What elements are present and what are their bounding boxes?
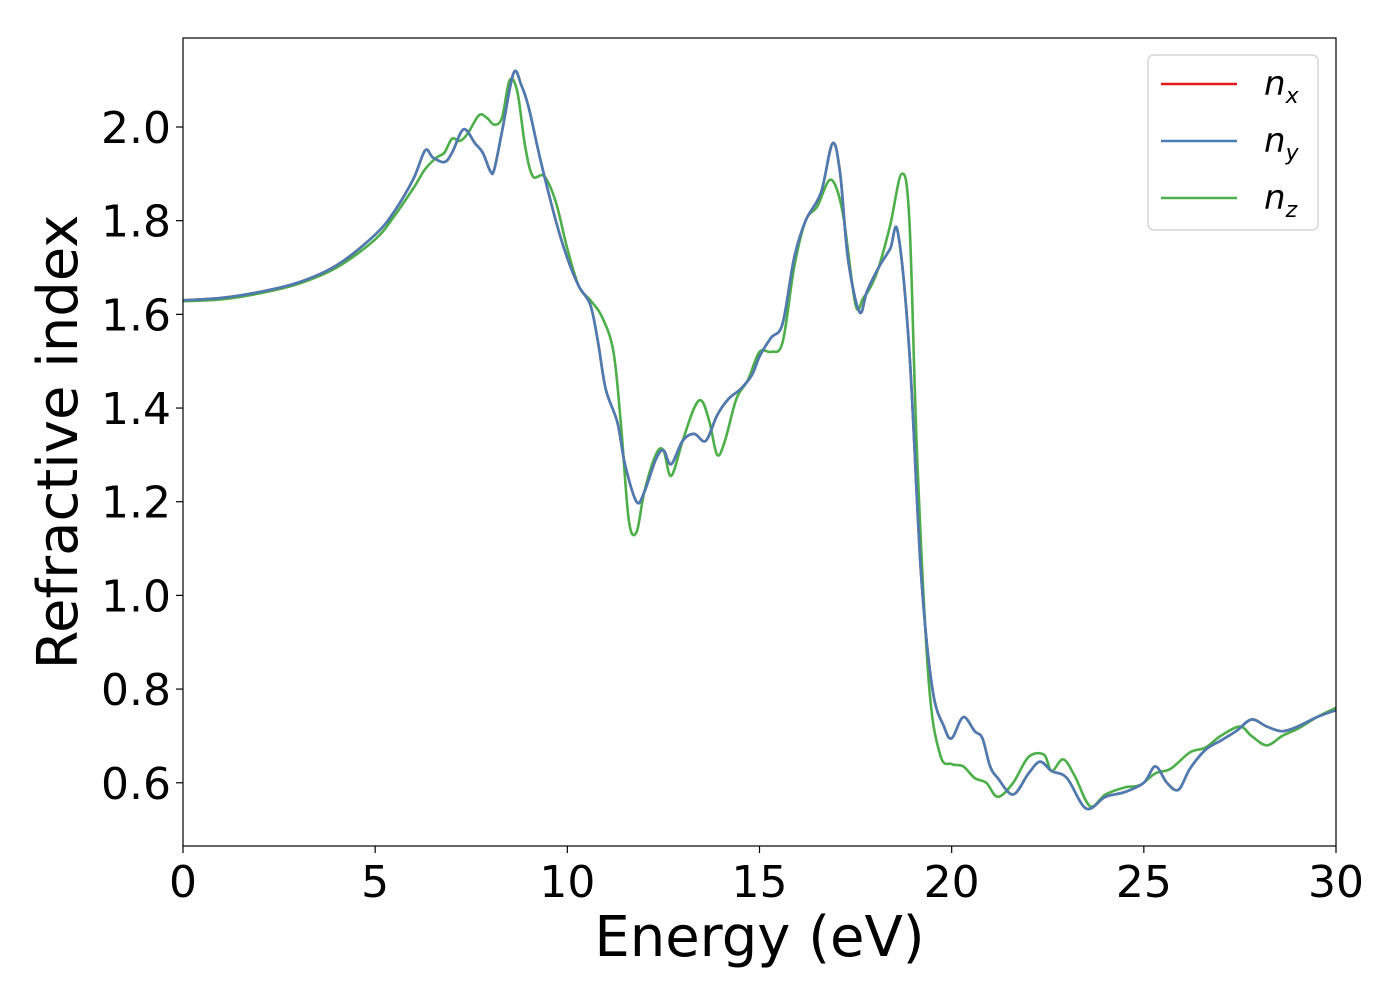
legend-label-n-y: ny xyxy=(1264,121,1300,166)
series-line-n-z xyxy=(183,77,1336,808)
y-tick-label: 0.8 xyxy=(101,665,171,716)
y-tick-label: 1.6 xyxy=(101,290,171,341)
series-line-n-y xyxy=(183,69,1336,811)
legend: nx ny nz xyxy=(1147,54,1319,231)
x-tick-label: 20 xyxy=(924,857,980,908)
x-tick-label: 15 xyxy=(732,857,788,908)
y-tick-label: 1.4 xyxy=(101,384,171,435)
series-lines xyxy=(183,69,1336,811)
y-tick-label: 1.8 xyxy=(101,197,171,248)
y-tick-label: 1.2 xyxy=(101,478,171,529)
y-tick-label: 2.0 xyxy=(101,103,171,154)
x-tick-label: 25 xyxy=(1116,857,1172,908)
x-tick-label: 30 xyxy=(1308,857,1364,908)
legend-box xyxy=(1147,54,1319,231)
y-axis-label: Refractive index xyxy=(26,215,91,670)
y-tick-label: 0.6 xyxy=(101,759,171,810)
y-axis-ticks: 0.6 0.8 1.0 1.2 1.4 1.6 1.8 2.0 xyxy=(101,103,183,810)
x-tick-label: 5 xyxy=(361,857,389,908)
legend-label-n-x: nx xyxy=(1264,64,1300,109)
x-axis-ticks: 0 5 10 15 20 25 30 xyxy=(169,846,1364,908)
x-tick-label: 10 xyxy=(539,857,595,908)
x-tick-label: 0 xyxy=(169,857,197,908)
y-tick-label: 1.0 xyxy=(101,571,171,622)
x-axis-label: Energy (eV) xyxy=(594,905,924,970)
legend-label-n-z: nz xyxy=(1264,178,1298,223)
